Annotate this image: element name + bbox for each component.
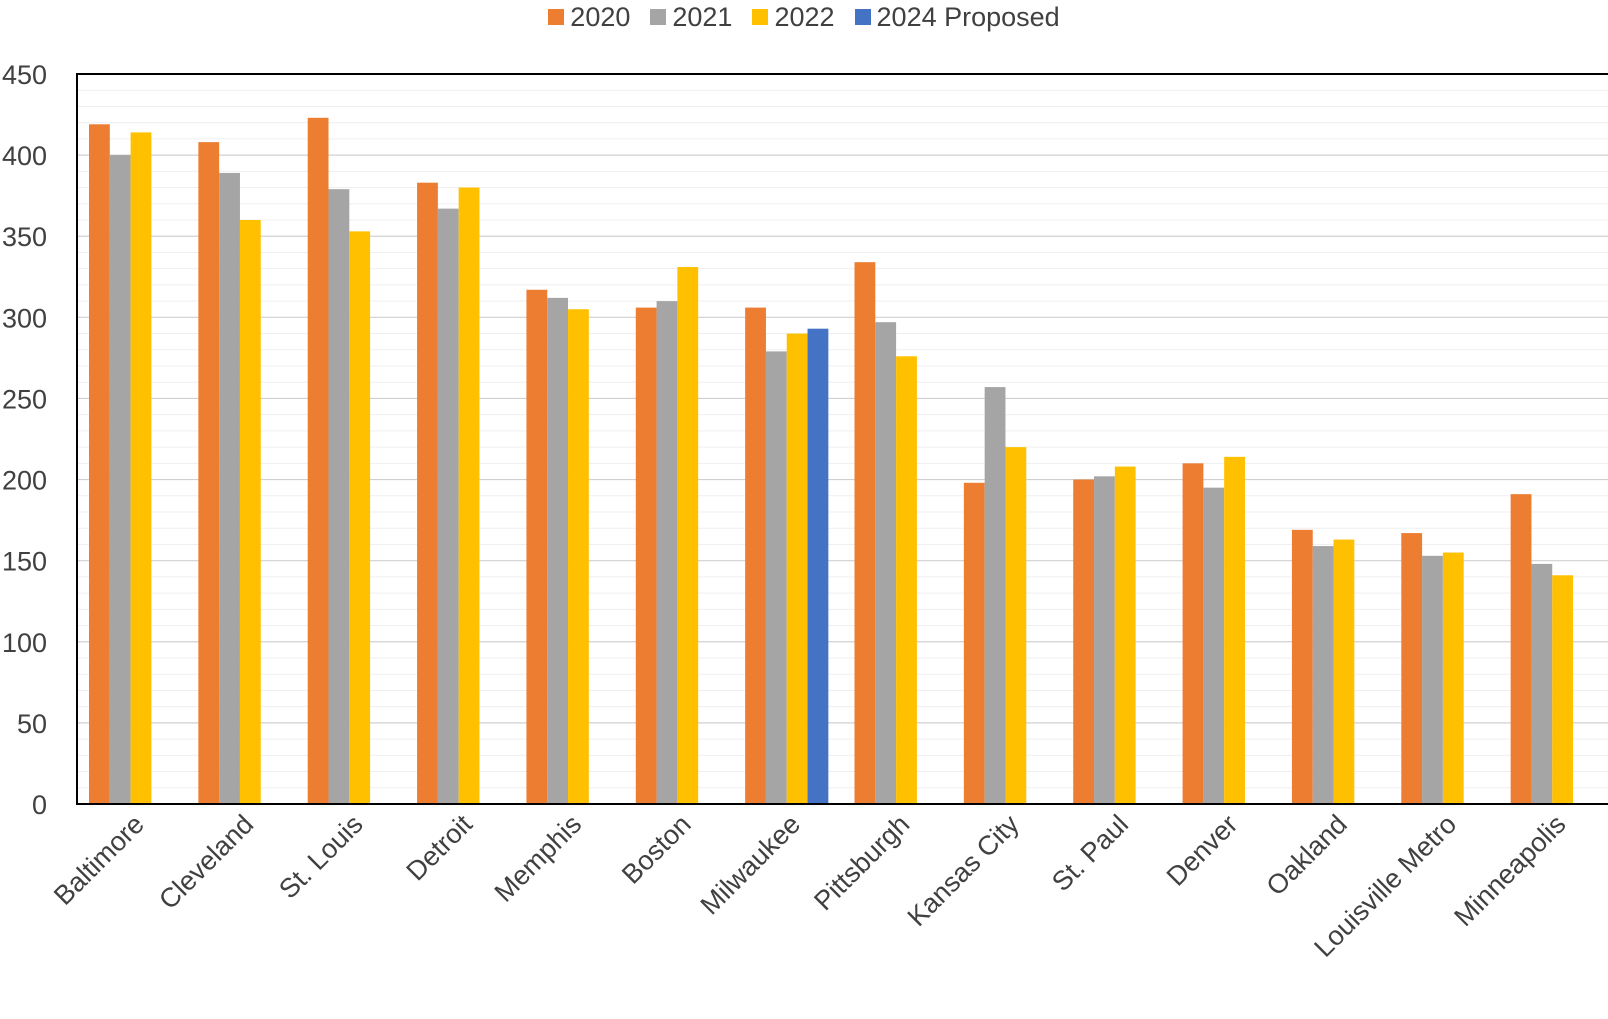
bar-boston-2022 xyxy=(677,267,699,804)
bar-boston-2021 xyxy=(656,301,678,804)
bar-baltimore-2022 xyxy=(130,132,152,804)
x-tick-label: Milwaukee xyxy=(695,809,806,920)
x-tick-label: Kansas City xyxy=(902,809,1025,932)
bar-st-paul-2021 xyxy=(1094,476,1115,804)
bar-milwaukee-2021 xyxy=(765,351,787,804)
bar-st-paul-2020 xyxy=(1073,479,1095,804)
bar-milwaukee-2022 xyxy=(786,333,808,804)
bar-baltimore-2021 xyxy=(109,155,131,805)
legend-item: 2020 xyxy=(548,2,630,33)
bar-pittsburgh-2021 xyxy=(875,322,897,804)
x-tick-label: Pittsburgh xyxy=(808,809,915,916)
x-tick-label: Oakland xyxy=(1261,809,1353,901)
legend-label: 2020 xyxy=(570,1,631,32)
bar-milwaukee-2024-proposed xyxy=(807,328,829,804)
bar-oakland-2020 xyxy=(1291,529,1313,804)
bar-minneapolis-2022 xyxy=(1552,575,1574,804)
bar-detroit-2021 xyxy=(437,208,459,805)
legend-item: 2022 xyxy=(752,1,835,33)
bar-kansas-city-2021 xyxy=(984,387,1006,804)
bar-detroit-2022 xyxy=(458,187,480,805)
bar-cleveland-2020 xyxy=(198,142,220,805)
bar-detroit-2020 xyxy=(417,182,438,804)
bar-denver-2020 xyxy=(1182,463,1204,804)
plot-border xyxy=(76,73,1608,805)
y-tick-label: 300 xyxy=(2,303,47,333)
y-tick-label: 0 xyxy=(32,790,47,820)
bar-st-louis-2021 xyxy=(328,189,350,804)
bar-st-louis-2020 xyxy=(307,117,329,805)
bar-louisville-metro-2020 xyxy=(1401,533,1423,804)
x-tick-label: Baltimore xyxy=(48,809,150,911)
y-tick-label: 50 xyxy=(17,709,47,739)
bar-st-paul-2022 xyxy=(1114,466,1136,804)
bar-pittsburgh-2020 xyxy=(854,262,876,805)
y-tick-label: 200 xyxy=(2,466,47,496)
bar-memphis-2021 xyxy=(547,297,569,804)
bar-louisville-metro-2021 xyxy=(1422,555,1443,804)
bar-memphis-2022 xyxy=(568,309,589,804)
x-tick-label: Detroit xyxy=(401,809,479,887)
legend-swatch xyxy=(548,9,565,25)
y-tick-label: 400 xyxy=(2,141,47,171)
legend-label: 2024 Proposed xyxy=(876,1,1060,32)
x-tick-label: St. Paul xyxy=(1046,809,1134,897)
bar-kansas-city-2022 xyxy=(1005,447,1027,804)
bar-cleveland-2022 xyxy=(239,220,261,804)
y-tick-label: 150 xyxy=(2,547,47,577)
y-tick-label: 250 xyxy=(2,384,47,414)
bar-cleveland-2021 xyxy=(219,172,240,804)
bar-baltimore-2020 xyxy=(89,124,110,805)
x-tick-label: Denver xyxy=(1161,809,1244,892)
legend-item: 2021 xyxy=(650,2,732,33)
bar-memphis-2020 xyxy=(526,289,548,804)
y-tick-label: 350 xyxy=(2,222,47,252)
bar-denver-2021 xyxy=(1203,487,1225,804)
x-tick-label: Memphis xyxy=(489,809,588,908)
x-tick-label: St. Louis xyxy=(273,809,369,905)
legend-swatch xyxy=(854,9,871,25)
legend-swatch xyxy=(752,9,769,25)
legend-item: 2024 Proposed xyxy=(854,1,1060,33)
bar-kansas-city-2020 xyxy=(963,482,985,804)
x-tick-label: Cleveland xyxy=(153,809,259,915)
bar-st-louis-2022 xyxy=(349,231,371,804)
chart-legend: 2020 2021 2022 2024 Proposed xyxy=(0,0,1608,34)
y-tick-label: 100 xyxy=(2,628,47,658)
bar-minneapolis-2020 xyxy=(1510,494,1532,804)
bar-boston-2020 xyxy=(635,307,657,804)
bar-oakland-2021 xyxy=(1312,546,1334,804)
bar-minneapolis-2021 xyxy=(1531,563,1553,804)
legend-label: 2021 xyxy=(672,1,733,32)
bar-oakland-2022 xyxy=(1333,539,1355,804)
legend-label: 2022 xyxy=(774,1,835,32)
bar-milwaukee-2020 xyxy=(745,307,766,804)
x-tick-label: Boston xyxy=(616,809,697,890)
bar-pittsburgh-2022 xyxy=(896,356,917,804)
bar-louisville-metro-2022 xyxy=(1442,552,1464,804)
legend-swatch xyxy=(650,9,667,25)
y-tick-label: 450 xyxy=(2,60,47,90)
bar-denver-2022 xyxy=(1224,456,1245,804)
x-tick-label: Minneapolis xyxy=(1448,809,1571,932)
